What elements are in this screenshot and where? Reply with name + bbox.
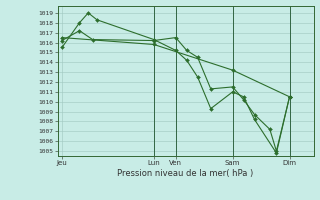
X-axis label: Pression niveau de la mer( hPa ): Pression niveau de la mer( hPa )	[117, 169, 254, 178]
